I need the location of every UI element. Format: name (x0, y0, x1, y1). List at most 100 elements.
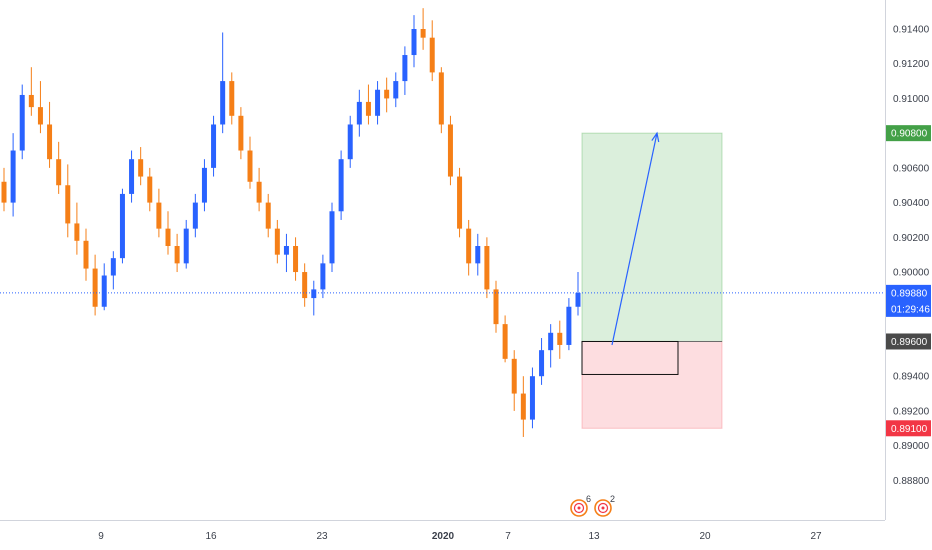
candle-body (393, 81, 399, 99)
candle-body (384, 89, 390, 99)
candle-body (83, 240, 89, 269)
candle-body (56, 159, 62, 186)
candle (347, 115, 353, 168)
candle (393, 72, 399, 108)
event-icon[interactable]: 2 (594, 494, 615, 517)
candle (119, 188, 125, 264)
candle (338, 150, 344, 220)
long-position-tool[interactable] (581, 132, 723, 429)
candle (183, 219, 189, 269)
current-price-badge: 0.89880 01:29:46 (886, 284, 931, 317)
candle (520, 376, 526, 437)
candle-body (411, 29, 417, 56)
candle (283, 233, 289, 273)
candle-body (566, 306, 572, 345)
candle-body (293, 246, 299, 273)
entry-box[interactable] (581, 340, 679, 375)
candle-body (28, 94, 34, 108)
candle-body (520, 393, 526, 420)
price-tick-label: 0.91000 (893, 94, 930, 105)
candle-body (356, 101, 362, 125)
profit-zone[interactable] (581, 132, 723, 342)
candle-body (110, 258, 116, 276)
current-price-badge-bg (886, 284, 931, 317)
candle-body (475, 246, 481, 264)
candle-body (557, 332, 563, 345)
candle-body (129, 159, 135, 194)
time-tick-label: 27 (810, 531, 822, 542)
candle-body (119, 193, 125, 259)
time-tick-label: 7 (505, 531, 511, 542)
price-tick-label: 0.91200 (893, 59, 930, 70)
candle (311, 280, 317, 316)
candle-body (338, 159, 344, 212)
candle-body (429, 37, 435, 73)
time-axis[interactable]: 9 16 23 2020 7 13 20 27 (98, 531, 822, 542)
candle (329, 202, 335, 273)
candle (220, 32, 226, 134)
candle (557, 320, 563, 359)
forecast-arrow-line (611, 133, 658, 346)
entry-price-badge-bg (886, 333, 931, 350)
candle-body (265, 202, 271, 229)
price-tick-label: 0.90600 (893, 163, 930, 174)
stop-loss-badge-text: 0.89100 (891, 424, 928, 435)
time-tick-label: 9 (98, 531, 104, 542)
candle-body (420, 29, 426, 38)
candle-body (447, 124, 453, 177)
candle-body (256, 181, 262, 203)
candle-body (375, 89, 381, 116)
candle (37, 81, 43, 134)
candle (475, 233, 481, 276)
stop-loss-badge-bg (886, 420, 931, 437)
time-tick-label: 16 (205, 531, 217, 542)
price-axis[interactable]: 0.91400 0.91200 0.91000 0.90600 0.90400 0.902… (886, 25, 931, 487)
candle (92, 254, 98, 316)
candle (56, 141, 62, 194)
forecast-arrow-head (651, 131, 660, 143)
candle-body (548, 332, 554, 351)
candle-body (457, 176, 463, 229)
candle (129, 150, 135, 203)
candle (211, 115, 217, 177)
candle (502, 315, 508, 363)
candle (201, 159, 207, 212)
candle-body (47, 124, 53, 160)
candle (101, 263, 107, 311)
candle (384, 77, 390, 113)
price-tick-label: 0.88800 (893, 476, 930, 487)
candle (356, 89, 362, 137)
loss-zone[interactable] (581, 340, 723, 429)
chart-grid (0, 0, 886, 521)
candle-body (329, 211, 335, 264)
candle (438, 67, 444, 134)
candle (539, 338, 545, 385)
take-profit-badge-bg (886, 125, 931, 142)
event-icon-inner (597, 502, 609, 514)
candle-body (138, 159, 144, 177)
candle-body (92, 268, 98, 307)
current-price-text: 0.89880 (891, 288, 928, 299)
candle (447, 115, 453, 186)
candle (192, 193, 198, 238)
take-profit-badge-text: 0.90800 (891, 129, 928, 140)
candle-body (201, 167, 207, 203)
candle-body (211, 124, 217, 168)
candle (466, 219, 472, 276)
candle-body (484, 246, 490, 290)
candle-body (466, 228, 472, 264)
candle (174, 233, 180, 273)
event-icon[interactable]: 6 (570, 494, 591, 517)
candle (484, 237, 490, 299)
entry-price-badge-text: 0.89600 (891, 337, 928, 348)
price-tick-label: 0.89200 (893, 406, 930, 417)
candle-body (220, 81, 226, 125)
candle (265, 193, 271, 238)
candle-body (402, 55, 408, 82)
candle (274, 219, 280, 264)
candle-body (156, 202, 162, 229)
candle (575, 272, 581, 316)
candle (65, 164, 71, 238)
candle (365, 84, 371, 125)
